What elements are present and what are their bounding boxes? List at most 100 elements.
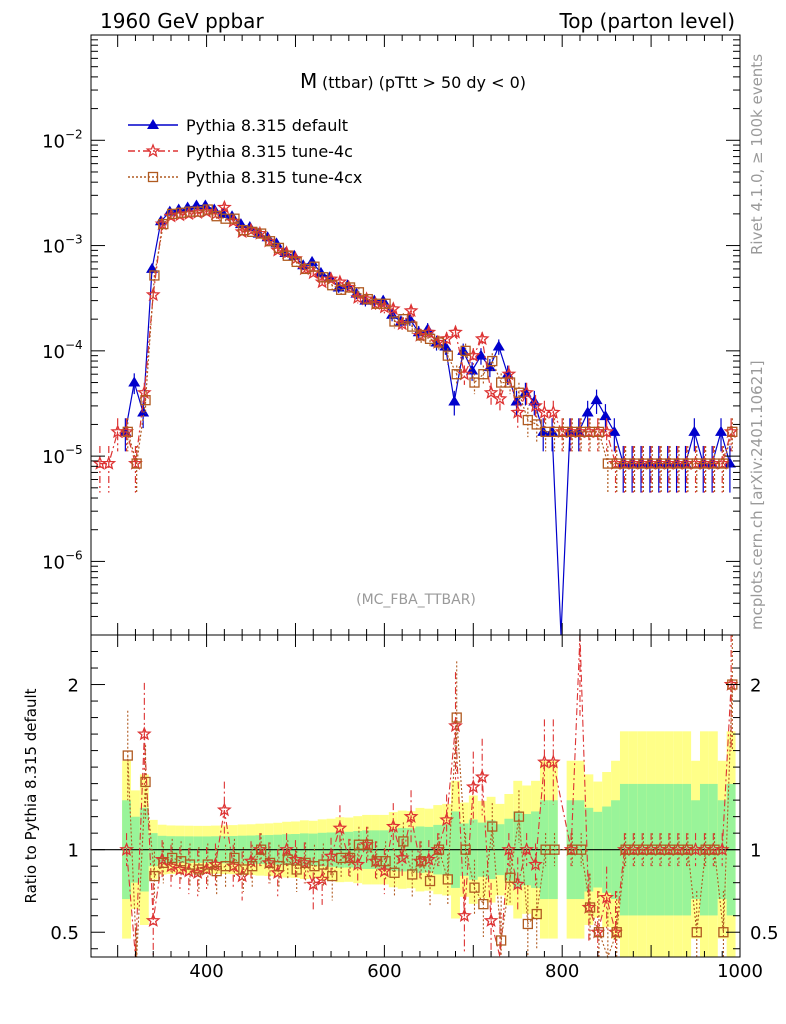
rivet-label: Rivet 4.1.0, ≥ 100k events: [748, 54, 766, 255]
star-marker: [563, 841, 579, 856]
star-marker: [368, 853, 383, 868]
square-marker: [247, 861, 258, 872]
ratio-series-1: [119, 634, 739, 958]
star-marker: [261, 233, 277, 248]
square-marker: [504, 377, 516, 388]
ratio-tick-label-left: 1: [68, 841, 79, 862]
square-marker: [255, 844, 267, 855]
star-marker: [305, 876, 321, 891]
star-marker: [377, 863, 392, 878]
ratio-tick-label-left: 0.5: [50, 923, 79, 944]
star-marker: [190, 864, 206, 880]
square-marker: [407, 321, 418, 332]
star-marker: [261, 855, 277, 870]
star-marker: [288, 851, 303, 866]
star-marker: [599, 889, 615, 904]
series-1: [119, 199, 736, 636]
watermark: (MC_FBA_TTBAR): [356, 592, 476, 608]
ratio-axes: 400 600 800 1000 0.5 0.5 1 1 2 2: [50, 635, 779, 982]
square-marker: [202, 204, 213, 215]
square-marker: [353, 287, 365, 298]
square-marker: [442, 350, 453, 361]
x-tick-label: 600: [367, 961, 401, 982]
square-marker: [264, 236, 276, 247]
square-marker: [433, 337, 445, 348]
header-right: Top (parton level): [558, 9, 735, 33]
ratio-tick-label-right: 1: [750, 841, 761, 862]
star-marker: [314, 871, 330, 886]
star-marker: [714, 841, 730, 856]
triangle-marker: [439, 340, 452, 351]
star-marker: [394, 850, 410, 865]
star-marker: [297, 855, 312, 870]
star-marker: [510, 404, 526, 419]
star-marker: [474, 769, 490, 784]
ratio-panel: 400 600 800 1000 0.5 0.5 1 1 2 2 Ratio to Pythia …: [22, 634, 779, 982]
triangle-marker: [563, 425, 576, 436]
triangle-marker: [474, 349, 487, 360]
triangle-marker: [661, 457, 674, 468]
triangle-marker: [128, 376, 141, 387]
square-marker: [727, 426, 738, 438]
y-tick-exponent: −5: [65, 443, 83, 457]
star-marker: [430, 334, 446, 349]
square-marker: [318, 859, 329, 870]
star-marker: [599, 424, 615, 439]
triangle-marker: [226, 210, 239, 221]
main-axes: 10−610−510−410−310−2: [42, 34, 741, 636]
legend-label: Pythia 8.315 default: [186, 116, 348, 135]
y-tick-exponent: −6: [65, 548, 83, 562]
plot-title-main: M: [300, 69, 317, 93]
star-marker: [145, 143, 161, 158]
star-marker: [163, 858, 179, 873]
square-marker: [229, 852, 240, 864]
square-marker: [433, 844, 445, 855]
x-tick-label: 1000: [717, 961, 763, 982]
square-marker: [255, 228, 267, 239]
star-marker: [492, 391, 508, 406]
star-marker: [332, 820, 348, 835]
star-marker: [501, 841, 517, 856]
square-marker: [282, 250, 293, 261]
star-marker: [119, 424, 135, 439]
square-marker: [273, 242, 285, 254]
star-marker: [341, 850, 357, 865]
y-tick-exponent: −3: [65, 233, 83, 247]
square-marker: [451, 369, 462, 380]
star-marker: [225, 213, 241, 228]
square-marker: [478, 369, 489, 380]
ratio-tick-label-right: 0.5: [750, 923, 779, 944]
star-marker: [216, 199, 232, 214]
star-marker: [368, 295, 383, 311]
square-marker: [513, 387, 525, 398]
y-tick-exponent: −2: [65, 127, 83, 141]
square-marker: [469, 882, 480, 893]
y-tick-label: 10: [42, 237, 65, 258]
star-marker: [519, 384, 534, 400]
legend-label: Pythia 8.315 tune-4c: [186, 142, 353, 161]
ratio-ylabel: Ratio to Pythia 8.315 default: [22, 688, 40, 903]
series-line: [124, 204, 731, 636]
square-marker: [202, 859, 213, 870]
series-line: [127, 208, 733, 465]
main-panel: 10−610−510−410−310−2 M (ttbar) (pTtt > 5…: [42, 34, 741, 636]
square-marker: [584, 902, 596, 913]
y-tick-label: 10: [42, 342, 65, 363]
square-marker: [407, 869, 418, 880]
ratio-tick-label-right: 2: [750, 676, 761, 697]
triangle-marker: [181, 201, 194, 212]
square-marker: [593, 927, 605, 938]
star-marker: [457, 907, 472, 923]
ratio-series: [119, 634, 739, 959]
square-marker: [220, 861, 231, 872]
star-marker: [483, 384, 499, 400]
star-marker: [439, 331, 454, 346]
square-marker: [147, 171, 159, 183]
square-marker: [496, 935, 507, 946]
star-marker: [323, 848, 339, 863]
star-marker: [457, 366, 472, 381]
square-marker: [389, 867, 400, 878]
triangle-marker: [546, 425, 559, 436]
square-marker: [531, 908, 542, 920]
square-marker: [469, 377, 480, 388]
